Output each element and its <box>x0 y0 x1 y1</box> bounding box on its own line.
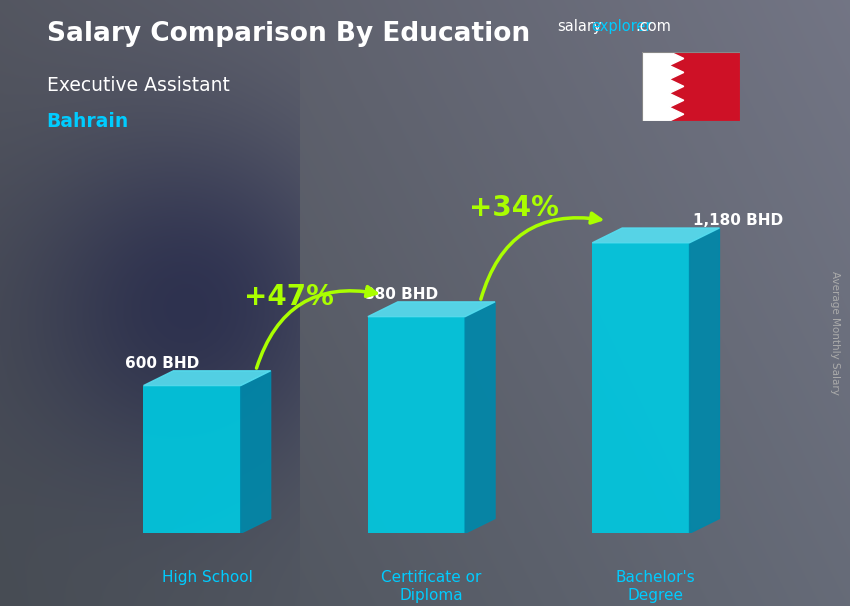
Polygon shape <box>368 302 495 316</box>
Polygon shape <box>241 371 270 533</box>
Bar <box>144 385 241 533</box>
FancyArrowPatch shape <box>257 287 377 368</box>
Polygon shape <box>642 52 683 121</box>
Text: 600 BHD: 600 BHD <box>125 356 199 371</box>
Text: 880 BHD: 880 BHD <box>364 287 439 302</box>
Text: Bachelor's
Degree: Bachelor's Degree <box>616 570 696 602</box>
Text: 1,180 BHD: 1,180 BHD <box>694 213 784 228</box>
Text: Salary Comparison By Education: Salary Comparison By Education <box>47 21 530 47</box>
Polygon shape <box>592 228 719 243</box>
Bar <box>669 52 740 121</box>
Polygon shape <box>465 302 495 533</box>
Text: Bahrain: Bahrain <box>47 112 129 131</box>
Text: +47%: +47% <box>245 283 334 311</box>
Polygon shape <box>689 228 719 533</box>
Text: +34%: +34% <box>469 195 558 222</box>
Text: Average Monthly Salary: Average Monthly Salary <box>830 271 840 395</box>
FancyArrowPatch shape <box>481 213 601 299</box>
Bar <box>592 243 689 533</box>
Text: salary: salary <box>557 19 601 35</box>
Bar <box>368 316 465 533</box>
Text: explorer: explorer <box>591 19 651 35</box>
Text: High School: High School <box>162 570 252 585</box>
Text: Executive Assistant: Executive Assistant <box>47 76 230 95</box>
Polygon shape <box>144 371 270 385</box>
Bar <box>642 52 669 121</box>
Text: .com: .com <box>636 19 672 35</box>
Text: Certificate or
Diploma: Certificate or Diploma <box>382 570 482 602</box>
